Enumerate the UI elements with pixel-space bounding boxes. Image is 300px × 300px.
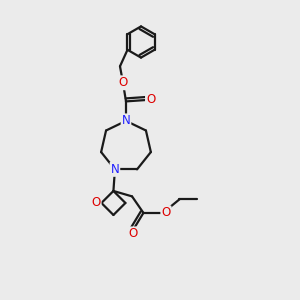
Text: O: O	[146, 93, 155, 106]
Text: O: O	[118, 76, 127, 89]
Text: O: O	[161, 206, 171, 219]
Text: N: N	[122, 114, 130, 128]
Text: O: O	[128, 227, 138, 240]
Text: N: N	[111, 163, 119, 176]
Text: O: O	[92, 196, 101, 209]
